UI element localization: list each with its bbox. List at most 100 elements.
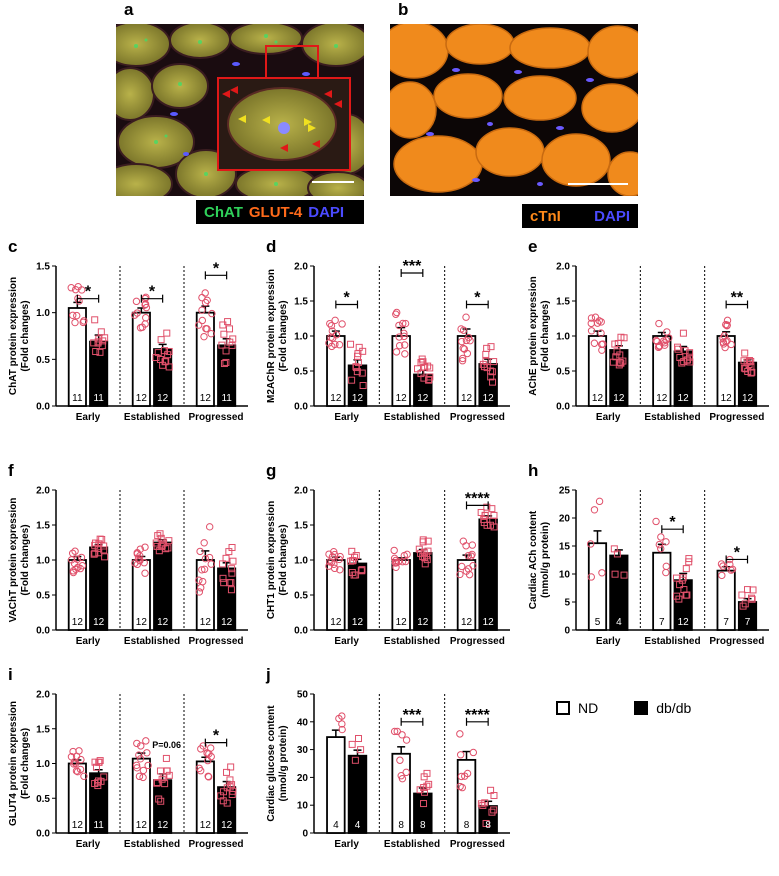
data-point bbox=[222, 347, 230, 355]
chart-f: f VAChT protein expression(Fold changes) 0… bbox=[0, 461, 258, 668]
data-point bbox=[424, 537, 432, 545]
data-point bbox=[223, 799, 231, 807]
data-point bbox=[80, 772, 88, 780]
data-point bbox=[196, 767, 205, 775]
data-point bbox=[197, 745, 205, 753]
data-point bbox=[69, 311, 77, 319]
data-point bbox=[78, 286, 86, 294]
data-point bbox=[228, 565, 236, 573]
data-point bbox=[154, 349, 162, 357]
data-point bbox=[587, 314, 596, 322]
data-point bbox=[133, 739, 141, 748]
y-tick-label: 0.0 bbox=[36, 402, 50, 413]
data-point bbox=[338, 720, 346, 728]
y-tick-label: 0.0 bbox=[36, 829, 50, 840]
data-point bbox=[140, 559, 148, 567]
data-point bbox=[208, 309, 216, 318]
data-point bbox=[469, 748, 478, 757]
data-point bbox=[196, 547, 204, 556]
data-point bbox=[421, 560, 429, 568]
y-tick-label: 2.0 bbox=[294, 262, 308, 273]
sig-marker: * bbox=[149, 284, 156, 301]
data-point bbox=[205, 523, 214, 531]
bar-ND-early bbox=[326, 736, 346, 834]
data-point bbox=[222, 358, 230, 366]
micrograph-b bbox=[390, 24, 638, 196]
data-point bbox=[480, 516, 488, 524]
data-point bbox=[392, 310, 400, 318]
data-point bbox=[144, 761, 152, 770]
data-point bbox=[682, 565, 690, 573]
data-point bbox=[219, 788, 227, 796]
n-label: 12 bbox=[221, 617, 233, 628]
data-point bbox=[201, 298, 210, 307]
data-point bbox=[679, 329, 687, 337]
data-point bbox=[198, 316, 207, 325]
data-point bbox=[198, 566, 206, 574]
data-point bbox=[226, 325, 234, 333]
x-tick-label: Established bbox=[644, 412, 700, 423]
data-point bbox=[717, 560, 726, 568]
data-point bbox=[348, 376, 356, 384]
data-point bbox=[461, 772, 469, 780]
data-point bbox=[392, 348, 401, 356]
data-point bbox=[227, 586, 235, 594]
data-point bbox=[349, 557, 357, 565]
data-point bbox=[587, 327, 596, 335]
data-point bbox=[165, 363, 173, 371]
data-point bbox=[100, 546, 108, 554]
data-point bbox=[338, 712, 346, 720]
data-point bbox=[358, 567, 366, 575]
data-point bbox=[351, 756, 359, 764]
data-point bbox=[348, 547, 356, 555]
data-point bbox=[392, 563, 400, 572]
data-point bbox=[661, 341, 669, 349]
data-point bbox=[133, 560, 142, 569]
n-label: 11 bbox=[93, 820, 104, 831]
data-point bbox=[676, 581, 684, 589]
data-point bbox=[393, 727, 401, 736]
data-point bbox=[456, 570, 464, 579]
bar-ND-progressed bbox=[716, 569, 736, 631]
data-point bbox=[227, 763, 235, 771]
data-point bbox=[400, 329, 408, 338]
data-point bbox=[390, 727, 399, 736]
panel-label-d: d bbox=[266, 237, 276, 256]
y-tick-label: 40 bbox=[297, 717, 309, 728]
y-tick-label: 0.5 bbox=[36, 591, 50, 602]
data-point bbox=[663, 328, 671, 336]
data-point bbox=[684, 356, 692, 364]
panel-label-j: j bbox=[265, 665, 271, 684]
n-label: 12 bbox=[72, 820, 84, 831]
micrograph-a-image bbox=[116, 24, 364, 196]
y-tick-label: 5 bbox=[564, 598, 570, 609]
data-point bbox=[76, 564, 85, 573]
x-tick-label: Early bbox=[76, 839, 101, 850]
x-tick-label: Established bbox=[644, 636, 700, 647]
y-axis-label: AChE protein expression(Fold changes) bbox=[528, 276, 551, 395]
data-point bbox=[156, 355, 164, 363]
data-point bbox=[586, 540, 595, 548]
data-point bbox=[96, 757, 104, 765]
data-point bbox=[131, 311, 139, 319]
data-point bbox=[598, 569, 606, 577]
data-point bbox=[80, 317, 88, 325]
bar-dbdb-early bbox=[89, 546, 109, 631]
data-point bbox=[655, 342, 664, 350]
n-label: 12 bbox=[678, 393, 690, 404]
n-label: 12 bbox=[483, 393, 495, 404]
data-point bbox=[359, 382, 367, 390]
legend-b: cTnI DAPI bbox=[522, 204, 638, 228]
sig-marker: *** bbox=[403, 707, 422, 724]
x-tick-label: Progressed bbox=[188, 412, 243, 423]
data-point bbox=[739, 602, 747, 610]
data-point bbox=[425, 375, 433, 383]
data-point bbox=[662, 336, 670, 344]
y-tick-label: 15 bbox=[559, 542, 571, 553]
data-point bbox=[228, 543, 236, 551]
data-point bbox=[679, 574, 687, 582]
data-point bbox=[331, 316, 339, 325]
data-point bbox=[336, 552, 344, 561]
data-point bbox=[655, 319, 663, 328]
data-point bbox=[100, 542, 108, 550]
